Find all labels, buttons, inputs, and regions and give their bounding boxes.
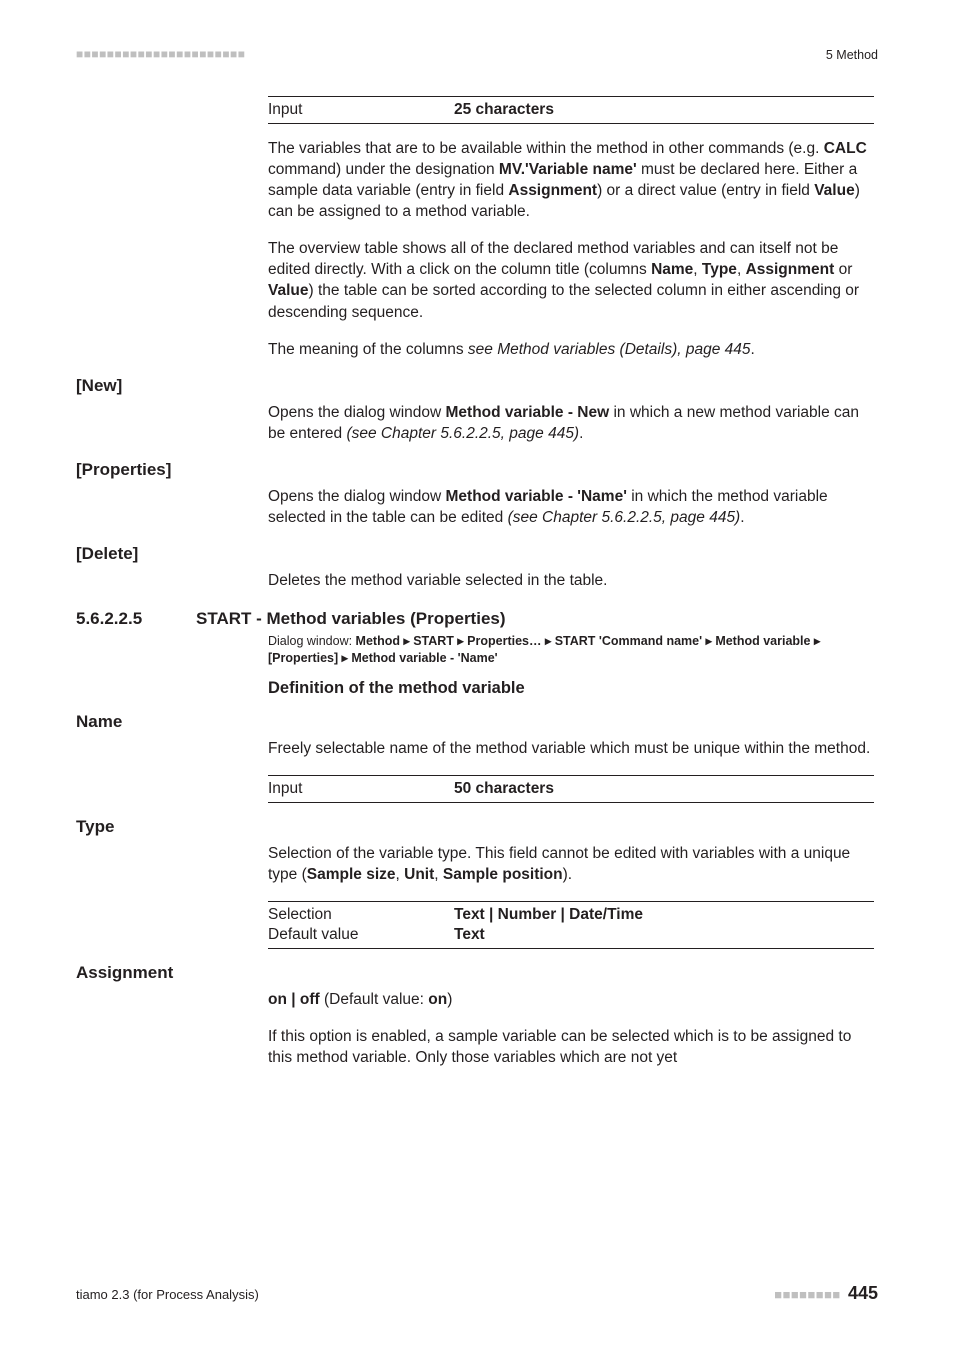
heading-type: Type (76, 817, 114, 837)
footer-right: ■■■■■■■■ 445 (774, 1283, 878, 1304)
footer-left: tiamo 2.3 (for Process Analysis) (76, 1287, 259, 1302)
heading-new: [New] (76, 376, 122, 396)
para-assignment: If this option is enabled, a sample vari… (268, 1026, 874, 1068)
para-delete: Deletes the method variable selected in … (268, 570, 874, 591)
para-type: Selection of the variable type. This fie… (268, 843, 874, 885)
para-new: Opens the dialog window Method variable … (268, 402, 874, 444)
input-spec2-label: Input (268, 780, 454, 798)
header-section-label: 5 Method (826, 48, 878, 62)
footer-marks: ■■■■■■■■ (774, 1288, 840, 1303)
dialog-path: Dialog window: Method ▸ START ▸ Properti… (268, 633, 874, 667)
para-column-meaning: The meaning of the columns see Method va… (268, 339, 874, 360)
para-overview-table: The overview table shows all of the decl… (268, 238, 874, 322)
header-left-marks: ■■■■■■■■■■■■■■■■■■■■■■ (76, 48, 245, 62)
type-default-label: Default value (268, 926, 454, 944)
type-selection-label: Selection (268, 906, 454, 924)
type-spec-table: Selection Text | Number | Date/Time Defa… (268, 901, 874, 949)
heading-delete: [Delete] (76, 544, 138, 564)
section-number: 5.6.2.2.5 (76, 609, 142, 629)
input-spec2-value: 50 characters (454, 780, 554, 798)
para-name: Freely selectable name of the method var… (268, 738, 874, 759)
para-properties: Opens the dialog window Method variable … (268, 486, 874, 528)
type-selection-value: Text | Number | Date/Time (454, 906, 643, 924)
input-spec-label: Input (268, 101, 454, 119)
heading-assignment: Assignment (76, 963, 173, 983)
heading-name: Name (76, 712, 122, 732)
input-spec-value: 25 characters (454, 101, 554, 119)
type-default-value: Text (454, 926, 485, 944)
page-number: 445 (848, 1283, 878, 1303)
definition-heading: Definition of the method variable (268, 679, 874, 698)
assignment-default-line: on | off (Default value: on) (268, 989, 874, 1010)
para-variables: The variables that are to be available w… (268, 138, 874, 222)
heading-properties: [Properties] (76, 460, 171, 480)
page-footer: tiamo 2.3 (for Process Analysis) ■■■■■■■… (76, 1283, 878, 1304)
input-spec-25chars: Input 25 characters (268, 96, 874, 124)
input-spec-50chars: Input 50 characters (268, 775, 874, 803)
section-title: START - Method variables (Properties) (196, 609, 878, 629)
page-header: ■■■■■■■■■■■■■■■■■■■■■■ 5 Method (76, 48, 878, 62)
